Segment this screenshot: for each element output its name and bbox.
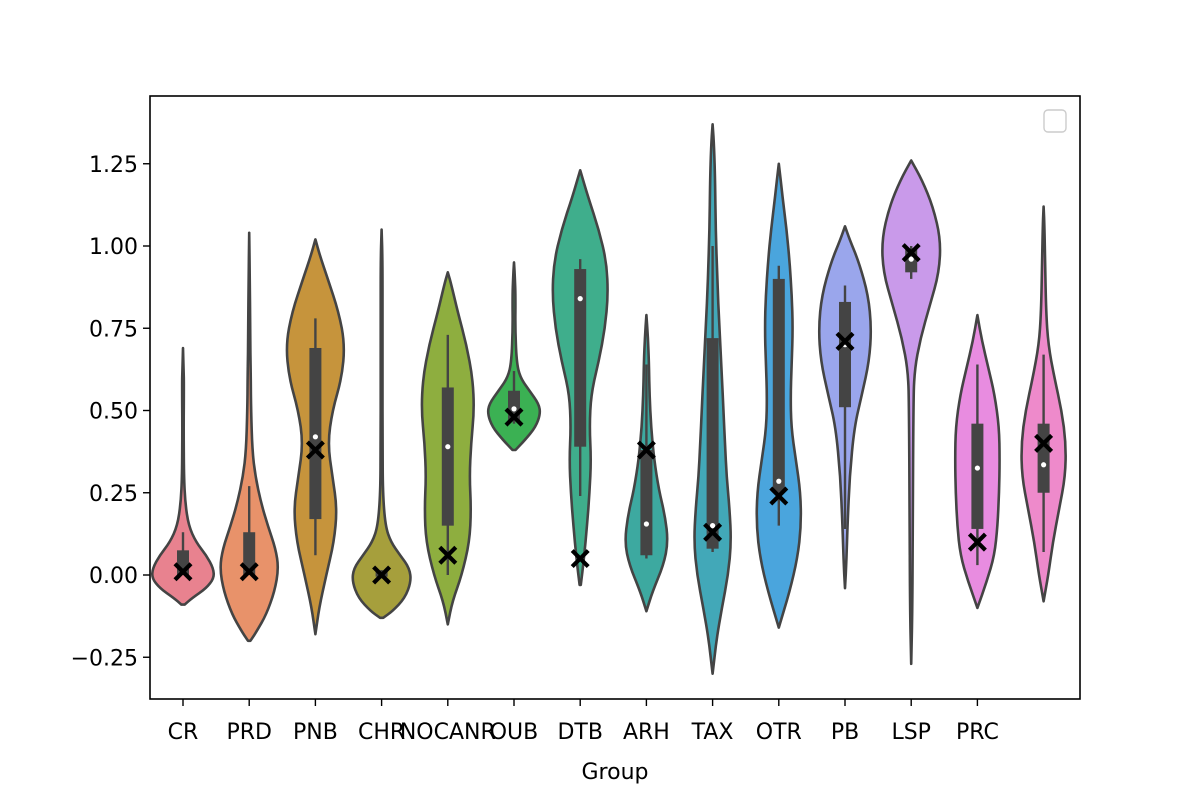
violin-box [772, 278, 785, 493]
x-marker-stroke-b [372, 565, 392, 585]
violin-group [420, 271, 475, 626]
y-tick-label: 1.25 [89, 153, 138, 178]
y-tick-label: 0.00 [89, 564, 138, 589]
x-tick-label: NOCANR [400, 720, 496, 745]
y-tick-label: 0.25 [89, 482, 138, 507]
violin-group [881, 159, 942, 666]
x-tick-label: LSP [891, 720, 931, 745]
x-tick-label: OTR [756, 720, 802, 745]
violin-body [351, 228, 412, 620]
violins-layer [150, 123, 1067, 675]
legend-box [1043, 109, 1067, 133]
x-marker-stroke-b [239, 562, 259, 582]
x-marker-stroke-b [173, 562, 193, 582]
x-axis-label: Group [582, 760, 649, 785]
violin-box [309, 347, 322, 520]
violin-group [551, 169, 609, 587]
x-marker-stroke-b [504, 407, 524, 427]
x-marker-stroke-b [305, 440, 325, 460]
violin-median [974, 465, 981, 471]
y-tick-label: 1.00 [89, 235, 138, 260]
violin-median [445, 444, 451, 450]
violin-group [624, 313, 669, 613]
violin-body [150, 346, 216, 606]
violin-group [817, 225, 873, 590]
violin-group [1020, 205, 1067, 603]
violin-body [881, 159, 942, 666]
violin-box [706, 338, 719, 549]
x-tick-label: TAX [691, 720, 734, 745]
violin-group [351, 228, 412, 620]
x-tick-label: CR [168, 720, 199, 745]
y-tick-label: −0.25 [71, 646, 138, 671]
violin-median [577, 296, 583, 302]
y-tick-label: 0.50 [89, 400, 138, 425]
violin-box [640, 449, 653, 556]
violin-group [693, 123, 732, 675]
x-marker-stroke-b [967, 532, 987, 552]
violin-group [953, 313, 1001, 610]
violin-median [511, 406, 517, 412]
violin-box [839, 301, 851, 408]
x-marker-stroke-b [835, 331, 855, 351]
violin-box [971, 423, 984, 529]
violin-box [574, 269, 587, 447]
y-axis: −0.25 0.00 0.25 0.50 0.75 1.00 1.25 [71, 153, 150, 671]
violin-group [285, 238, 346, 636]
violin-group [755, 162, 803, 629]
x-marker-stroke-b [769, 486, 789, 506]
violin-body [486, 261, 542, 452]
violin-box [243, 532, 256, 575]
violin-median [1041, 462, 1047, 468]
violin-median [710, 523, 716, 529]
x-marker-stroke-b [636, 440, 656, 460]
violin-median [776, 478, 782, 484]
violin-median [908, 256, 914, 262]
violin-median [643, 521, 650, 527]
x-marker-stroke-b [901, 243, 921, 263]
violin-body [219, 231, 280, 643]
x-tick-label: PB [831, 720, 859, 745]
violin-group [486, 261, 542, 452]
violin-box [441, 387, 454, 526]
y-tick-label: 0.75 [89, 317, 138, 342]
x-tick-label: PRC [956, 720, 999, 745]
x-tick-label: CHR [358, 720, 405, 745]
violin-group [219, 231, 280, 643]
x-marker-stroke-b [1034, 433, 1054, 453]
violin-median [312, 434, 318, 440]
plot-frame [149, 95, 1081, 700]
x-tick-label: PNB [293, 720, 338, 745]
x-marker-stroke-b [438, 545, 458, 565]
violin-group [150, 346, 216, 606]
x-tick-label: ARH [623, 720, 670, 745]
x-marker-stroke-b [570, 549, 590, 569]
x-tick-label: DTB [557, 720, 602, 745]
x-tick-label: PRD [226, 720, 272, 745]
x-tick-label: OUB [490, 720, 539, 745]
x-marker-stroke-b [703, 522, 723, 542]
violin-box [1037, 423, 1050, 493]
